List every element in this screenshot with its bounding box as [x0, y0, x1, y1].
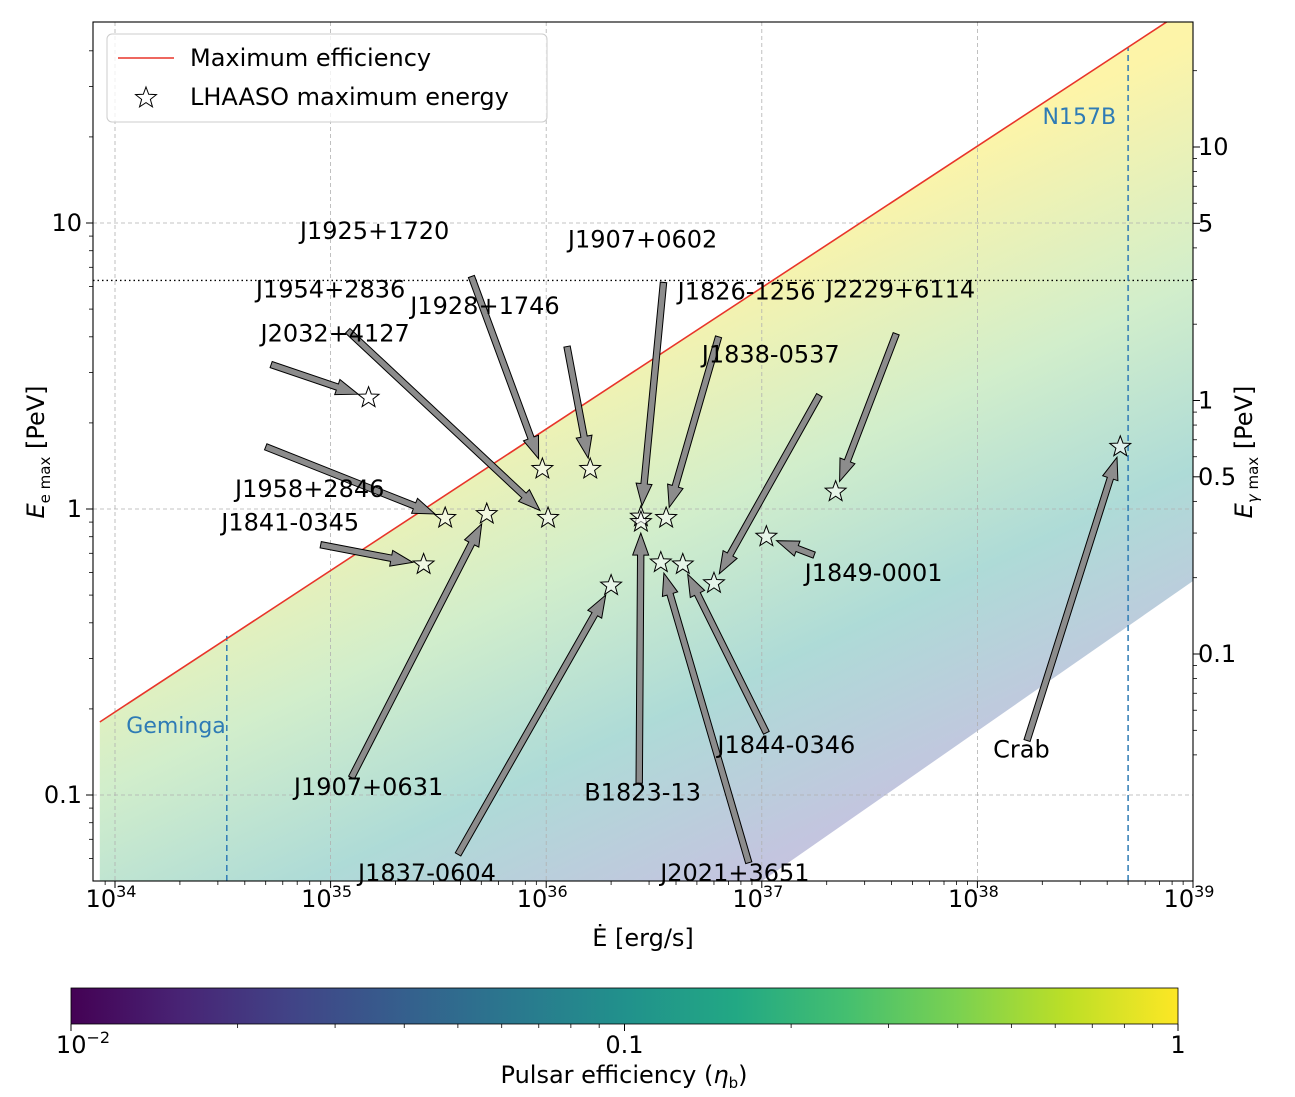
colorbar-ticks: 10−2 0.1 1	[56, 1024, 1186, 1059]
x-axis-ticks: 1034 1035 1036 1037 1038 1039	[86, 881, 1215, 913]
arrow-j1907+0602	[635, 281, 668, 508]
label-j1826-1256: J1826-1256	[676, 278, 816, 306]
arrow-crab	[1023, 455, 1119, 743]
star-j1928+1746	[578, 456, 603, 480]
vertical-reference-lines	[226, 47, 1129, 881]
reference-labels: Geminga N157B	[126, 105, 1116, 739]
arrow-j1849-0001	[775, 540, 816, 559]
label-b1823-13: B1823-13	[584, 779, 701, 807]
star-j2032+4127	[356, 385, 381, 408]
right-y-tick-label: 0.5	[1198, 463, 1236, 491]
label-j1925+1720: J1925+1720	[298, 217, 449, 245]
label-j1907+0602: J1907+0602	[566, 226, 717, 254]
label-crab: Crab	[993, 736, 1050, 764]
x-axis-label: Ė [erg/s]	[592, 923, 694, 952]
legend: Maximum efficiency LHAASO maximum energy	[106, 33, 548, 123]
arrow-j1826-1256	[667, 335, 723, 509]
right-y-tick-label: 10	[1198, 133, 1229, 161]
label-j1928+1746: J1928+1746	[408, 292, 559, 320]
x-tick-label: 1037	[732, 882, 783, 913]
legend-label-max-efficiency: Maximum efficiency	[190, 44, 431, 72]
label-j2021+3651: J2021+3651	[658, 859, 809, 887]
label-n157b: N157B	[1043, 105, 1117, 130]
plot-frame	[92, 21, 1194, 882]
arrow-j1958+2846	[263, 443, 437, 515]
arrow-j1907+0631	[347, 522, 483, 780]
right-y-tick-label: 5	[1198, 209, 1213, 237]
legend-box	[106, 33, 548, 123]
label-j1838-0537: J1838-0537	[700, 341, 840, 369]
right-y-tick-label: 1	[1198, 387, 1213, 415]
x-tick-label: 1038	[948, 882, 999, 913]
x-tick-label: 1036	[517, 882, 568, 913]
right-y-tick-label: 0.1	[1198, 640, 1236, 668]
x-tick-label: 1034	[86, 882, 137, 913]
arrow-b1823-13	[631, 531, 650, 784]
arrow-j1844-0346	[687, 572, 770, 735]
colorbar-tick-label: 1	[1170, 1031, 1185, 1059]
right-y-axis-label: Eγ max [PeV]	[1230, 386, 1262, 519]
annotation-arrows	[263, 274, 1119, 865]
label-j1837-0604: J1837-0604	[356, 859, 496, 887]
arrow-j1837-0604	[454, 593, 607, 857]
star-j2021+3651	[648, 550, 673, 573]
point-labels: J2032+4127 J1958+2846 J1841-0345 J1907+0631…	[219, 217, 1049, 887]
label-j2229+6114: J2229+6114	[824, 275, 975, 303]
star-j1838-0537	[702, 570, 726, 594]
colorbar-tick-label: 10−2	[56, 1028, 110, 1059]
star-j1837-0604	[599, 573, 623, 596]
star-j1826-1256	[654, 505, 678, 529]
star-j1954+2836	[536, 505, 560, 529]
left-y-axis-label: Ee max [PeV]	[22, 385, 54, 518]
x-tick-label: 1039	[1164, 882, 1215, 913]
data-points	[356, 385, 1133, 596]
label-geminga: Geminga	[126, 714, 226, 739]
star-j1958+2846	[433, 505, 458, 529]
label-j1958+2846: J1958+2846	[233, 475, 384, 503]
arrow-j2229+6114	[839, 331, 900, 483]
arrow-j1954+2836	[344, 327, 542, 512]
x-tick-label: 1035	[301, 882, 352, 913]
arrow-j1838-0537	[718, 392, 823, 575]
right-y-axis-ticks: 0.1 0.5 1 5 10	[1193, 70, 1236, 756]
label-j1841-0345: J1841-0345	[219, 509, 359, 537]
y-tick-label: 1	[67, 495, 82, 523]
star-j1925+1720	[530, 456, 555, 480]
max-efficiency-line	[99, 22, 1169, 723]
arrow-j2032+4127	[269, 360, 360, 396]
label-j1954+2836: J1954+2836	[254, 275, 405, 303]
label-j1907+0631: J1907+0631	[292, 773, 443, 801]
legend-star-swatch	[134, 85, 158, 109]
label-j1844-0346: J1844-0346	[715, 731, 855, 759]
star-crab	[1108, 434, 1133, 457]
label-j2032+4127: J2032+4127	[258, 320, 409, 348]
arrow-j1928+1746	[563, 345, 593, 460]
y-tick-label: 10	[51, 209, 82, 237]
arrow-j1925+1720	[467, 274, 540, 461]
star-j2229+6114	[823, 479, 848, 502]
star-j1841-0345	[411, 551, 436, 575]
y-tick-label: 0.1	[44, 781, 82, 809]
label-j1849-0001: J1849-0001	[803, 559, 943, 587]
colorbar-label: Pulsar efficiency (ηb)	[501, 1061, 748, 1092]
star-j1844-0346	[670, 551, 695, 575]
star-j1907+0631	[474, 501, 499, 525]
colorbar-tick-label: 0.1	[605, 1031, 643, 1059]
star-b1823-13	[629, 509, 653, 533]
left-y-axis-ticks: 0.1 1 10	[44, 50, 93, 859]
arrow-j2021+3651	[661, 571, 753, 865]
legend-label-lhaaso: LHAASO maximum energy	[190, 83, 509, 111]
colorbar	[70, 987, 1179, 1025]
grid-lines	[93, 22, 1193, 881]
star-j1849-0001	[754, 524, 779, 547]
arrow-j1841-0345	[319, 541, 415, 567]
